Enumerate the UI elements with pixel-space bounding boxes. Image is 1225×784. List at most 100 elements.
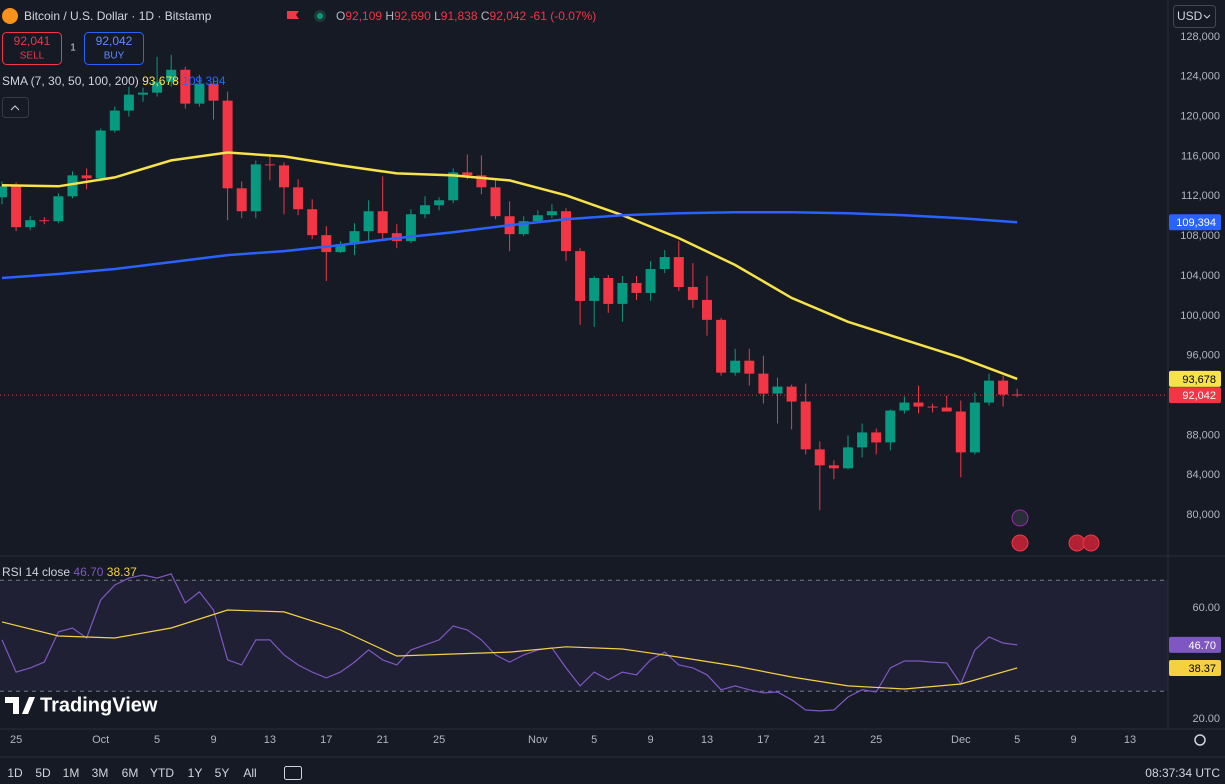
buy-button[interactable] — [84, 32, 144, 65]
rsi-legend[interactable]: RSI 14 close 46.70 38.37 — [2, 565, 137, 579]
candle-body — [913, 402, 924, 407]
x-tick-label: 9 — [210, 734, 216, 746]
range-button[interactable]: YTD — [150, 766, 174, 780]
logo-mark — [5, 697, 35, 714]
change: -61 (-0.07%) — [530, 9, 597, 23]
candle-body — [279, 165, 289, 188]
y-tick-label: 116,000 — [1181, 150, 1220, 162]
candle-body — [166, 69, 177, 82]
candle-body — [138, 92, 148, 95]
ohlc-key: H — [385, 9, 394, 23]
event-icon[interactable] — [1011, 534, 1029, 552]
candle-body — [490, 187, 501, 217]
candle-body — [716, 319, 727, 373]
x-tick-label: 25 — [10, 734, 22, 746]
price-badge — [1169, 636, 1221, 653]
range-button[interactable]: 1Y — [188, 766, 203, 780]
symbol-icon — [2, 8, 18, 24]
x-tick-label: 17 — [320, 734, 332, 746]
candle-body — [532, 215, 543, 222]
range-button[interactable]: 1M — [63, 766, 80, 780]
toolbar: 1D 5D 1M 3M 6M YTD 1Y 5Y All — [7, 766, 256, 780]
candle-body — [814, 449, 825, 466]
rsi-line — [1, 573, 1018, 712]
candle-body — [899, 402, 910, 411]
candle-body — [335, 244, 346, 253]
symbol-title[interactable]: Bitcoin / U.S. Dollar · 1D · Bitstamp — [24, 9, 212, 23]
sma-legend[interactable]: SMA (7, 30, 50, 100, 200) 93,678 109,394 — [2, 74, 226, 88]
range-button[interactable]: 6M — [122, 766, 139, 780]
y-tick-label: 84,000 — [1186, 469, 1220, 481]
candle-body — [758, 373, 769, 394]
range-button[interactable]: 5D — [35, 766, 51, 780]
candle-body — [476, 175, 487, 188]
candle-body — [0, 186, 7, 198]
event-icon[interactable] — [1011, 509, 1029, 527]
ohlc-key: C — [481, 9, 490, 23]
candle-body — [871, 432, 882, 443]
currency-button[interactable] — [1173, 5, 1216, 28]
range-button[interactable]: All — [243, 766, 256, 780]
rsi-value: 38.37 — [107, 565, 137, 579]
candle-body — [434, 200, 445, 206]
collapse-button[interactable] — [2, 97, 29, 118]
candle-body — [772, 386, 783, 394]
sma-value: 109,394 — [182, 74, 226, 88]
candle-body — [941, 407, 952, 412]
range-button[interactable]: 3M — [92, 766, 109, 780]
candle-body — [81, 175, 92, 179]
candle-body — [349, 231, 360, 245]
status-dot — [317, 13, 323, 19]
date-range-icon[interactable] — [284, 766, 302, 780]
x-tick-label: 17 — [757, 734, 769, 746]
candle-body — [250, 164, 261, 212]
candle-body — [857, 432, 868, 448]
y-tick-label: 120,000 — [1180, 110, 1220, 122]
settings-icon[interactable] — [1194, 734, 1206, 746]
candle-body — [448, 172, 459, 201]
price-badge — [1169, 370, 1221, 387]
candle-body — [687, 286, 698, 300]
candle-body — [53, 196, 64, 222]
sma-line — [1, 151, 1018, 381]
candle-body — [109, 110, 120, 131]
candle-body — [617, 282, 628, 304]
candle-body — [123, 94, 134, 111]
logo: TradingView — [40, 694, 158, 716]
y-tick-label: 128,000 — [1180, 31, 1220, 43]
candle-body — [236, 188, 247, 212]
sell-button[interactable] — [2, 32, 62, 65]
candle-body — [405, 214, 416, 242]
candle-body — [546, 211, 557, 216]
candle-body — [730, 360, 741, 373]
rsi-line — [1, 609, 1018, 690]
x-tick-label: 25 — [870, 734, 882, 746]
ohlc-value: 91,838 — [441, 9, 478, 23]
candle-body — [561, 211, 571, 252]
candle-body — [589, 278, 600, 301]
flag-icon[interactable] — [287, 11, 299, 19]
x-tick-label: 13 — [1124, 734, 1136, 746]
candle-body — [673, 257, 684, 287]
sma-name: SMA (7, 30, 50, 100, 200) — [2, 74, 139, 88]
range-button[interactable]: 5Y — [215, 766, 230, 780]
candle-body — [800, 401, 811, 450]
rsi-band-fill — [0, 580, 1168, 692]
ohlc-value: 92,042 — [490, 9, 527, 23]
clock: 08:37:34 UTC — [1145, 766, 1220, 780]
candle-body — [194, 83, 205, 104]
candle-body — [659, 257, 670, 270]
plot-area — [0, 54, 1168, 712]
ohlc: O92,109 H92,690 L91,838 C92,042 -61 (-0.… — [336, 9, 596, 23]
event-icon[interactable] — [1082, 534, 1100, 552]
candle-body — [645, 269, 656, 293]
x-tick-label: 5 — [154, 734, 160, 746]
candle-body — [95, 130, 106, 179]
range-button[interactable]: 1D — [7, 766, 23, 780]
candle-body — [222, 100, 233, 189]
y-tick-label: 80,000 — [1186, 509, 1220, 521]
candle-body — [420, 205, 430, 215]
candle-body — [603, 278, 614, 304]
candle-body — [969, 402, 980, 453]
